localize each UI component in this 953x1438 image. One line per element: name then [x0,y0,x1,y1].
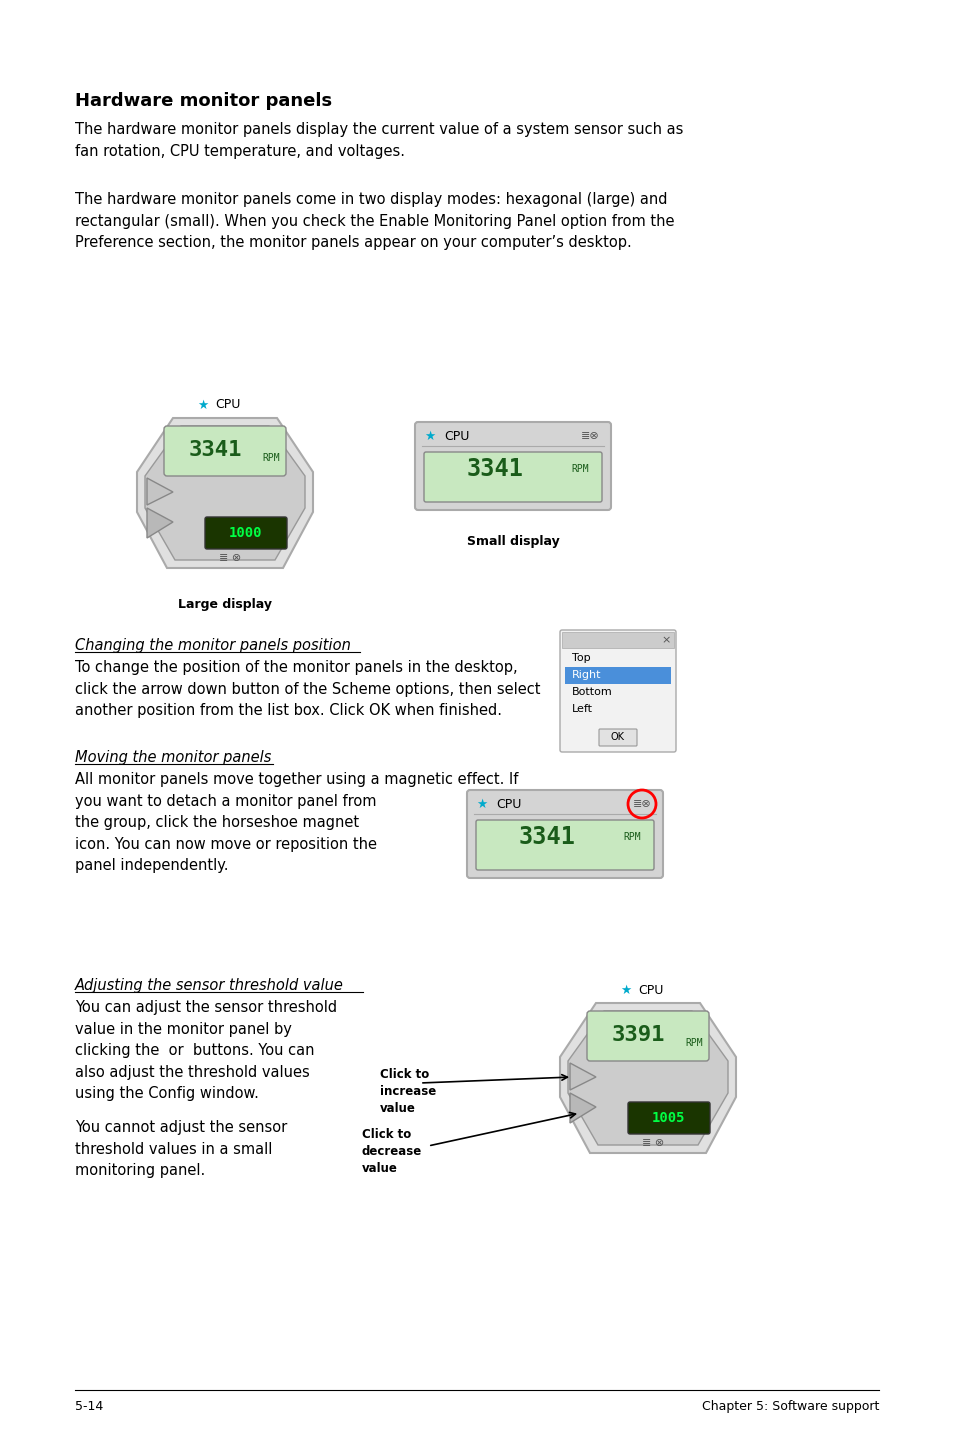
Text: Changing the monitor panels position: Changing the monitor panels position [75,638,351,653]
Text: Click to
decrease
value: Click to decrease value [361,1127,422,1175]
Text: 1000: 1000 [229,526,262,541]
Polygon shape [147,477,172,505]
Text: 5-14: 5-14 [75,1401,103,1414]
Text: ★: ★ [197,398,209,411]
Text: ×: × [660,636,670,646]
Text: ★: ★ [619,984,631,997]
Text: The hardware monitor panels display the current value of a system sensor such as: The hardware monitor panels display the … [75,122,682,158]
Text: Top: Top [572,653,590,663]
Text: OK: OK [610,732,624,742]
Polygon shape [567,1011,727,1145]
Polygon shape [147,508,172,538]
FancyBboxPatch shape [598,729,637,746]
Text: ≣⊗: ≣⊗ [580,431,598,441]
FancyBboxPatch shape [564,667,670,684]
Polygon shape [569,1063,596,1090]
Text: CPU: CPU [638,984,662,997]
FancyBboxPatch shape [164,426,286,476]
FancyBboxPatch shape [561,631,673,649]
Text: RPM: RPM [262,453,279,463]
FancyBboxPatch shape [467,789,662,879]
Text: RPM: RPM [622,833,640,843]
Text: Moving the monitor panels: Moving the monitor panels [75,751,271,765]
Text: To change the position of the monitor panels in the desktop,
click the arrow dow: To change the position of the monitor pa… [75,660,540,718]
Text: The hardware monitor panels come in two display modes: hexagonal (large) and
rec: The hardware monitor panels come in two … [75,193,674,250]
Text: CPU: CPU [214,398,240,411]
Text: ≣ ⊗: ≣ ⊗ [218,554,241,564]
Polygon shape [145,426,305,559]
Text: Hardware monitor panels: Hardware monitor panels [75,92,332,109]
Text: ★: ★ [424,430,436,443]
Text: Right: Right [572,670,601,680]
FancyBboxPatch shape [476,820,654,870]
Text: 1005: 1005 [652,1112,685,1125]
FancyBboxPatch shape [559,630,676,752]
Text: RPM: RPM [571,464,588,475]
Text: 3391: 3391 [611,1025,664,1045]
FancyBboxPatch shape [423,452,601,502]
Text: RPM: RPM [684,1038,702,1048]
Text: Click to
increase
value: Click to increase value [379,1068,436,1114]
Text: Large display: Large display [178,598,272,611]
Text: Bottom: Bottom [572,687,612,697]
Text: ★: ★ [476,798,487,811]
Polygon shape [569,1093,596,1123]
Polygon shape [559,1002,735,1153]
Text: 3341: 3341 [188,440,241,460]
FancyBboxPatch shape [415,421,610,510]
Text: ≣ ⊗: ≣ ⊗ [641,1137,663,1148]
Text: You cannot adjust the sensor
threshold values in a small
monitoring panel.: You cannot adjust the sensor threshold v… [75,1120,287,1178]
Text: All monitor panels move together using a magnetic effect. If
you want to detach : All monitor panels move together using a… [75,772,517,873]
Text: 3341: 3341 [466,457,523,480]
Polygon shape [137,418,313,568]
Text: ≣⊗: ≣⊗ [632,800,651,810]
Text: CPU: CPU [443,430,469,443]
FancyBboxPatch shape [205,518,287,549]
Text: Adjusting the sensor threshold value: Adjusting the sensor threshold value [75,978,343,994]
Text: You can adjust the sensor threshold
value in the monitor panel by
clicking the  : You can adjust the sensor threshold valu… [75,999,336,1102]
Text: 3341: 3341 [518,825,575,848]
FancyBboxPatch shape [627,1102,709,1135]
FancyBboxPatch shape [586,1011,708,1061]
Text: Chapter 5: Software support: Chapter 5: Software support [700,1401,878,1414]
Text: Small display: Small display [466,535,558,548]
Text: CPU: CPU [496,798,521,811]
Text: Left: Left [572,705,593,715]
